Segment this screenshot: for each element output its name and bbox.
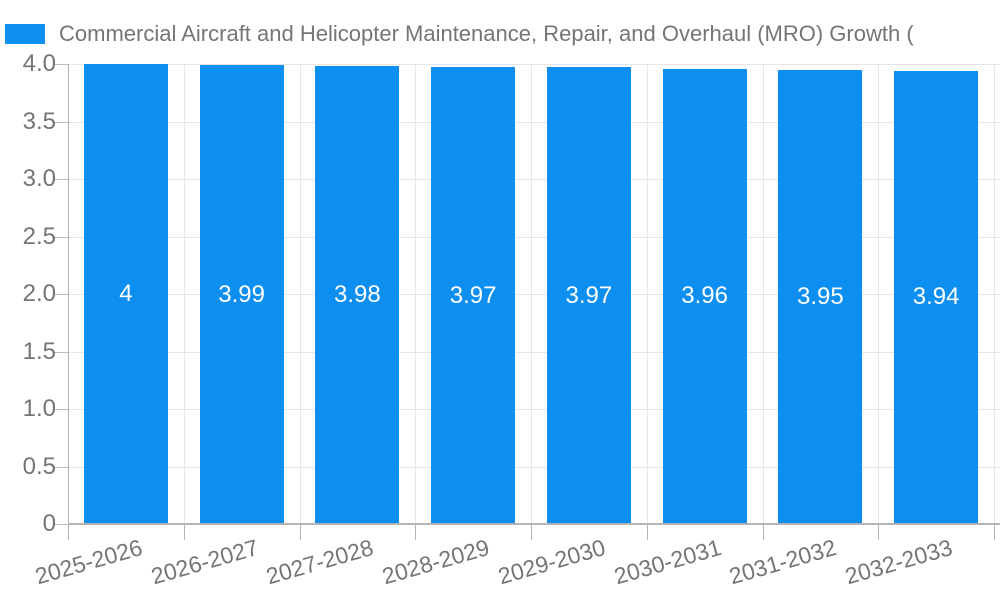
y-axis-line bbox=[68, 64, 69, 524]
x-gridline bbox=[299, 64, 301, 524]
x-gridline bbox=[183, 64, 185, 524]
x-axis-line bbox=[68, 523, 1000, 525]
bar-value-label: 3.96 bbox=[681, 282, 728, 310]
y-gridline bbox=[68, 64, 1000, 65]
y-gridline bbox=[68, 294, 1000, 295]
bar-value-label: 3.99 bbox=[218, 280, 265, 308]
x-gridline bbox=[646, 64, 648, 524]
bar-value-label: 3.97 bbox=[449, 281, 497, 309]
x-tick bbox=[646, 524, 648, 540]
legend-swatch bbox=[5, 24, 45, 44]
x-category-label: 2031-2032 bbox=[726, 534, 840, 590]
y-tick-label: 1.0 bbox=[22, 395, 56, 422]
x-category-label: 2025-2026 bbox=[32, 534, 146, 590]
bar-value-label: 3.97 bbox=[565, 281, 613, 309]
bar bbox=[662, 68, 747, 524]
x-tick bbox=[878, 524, 880, 540]
y-gridline bbox=[68, 179, 1000, 180]
x-category-label: 2032-2033 bbox=[842, 534, 956, 590]
y-tick-label: 4.0 bbox=[22, 50, 56, 77]
x-category-label: 2028-2029 bbox=[379, 534, 493, 590]
y-tick bbox=[53, 351, 68, 353]
y-gridline bbox=[68, 409, 1000, 410]
y-tick-label: 2.5 bbox=[22, 222, 56, 250]
bar bbox=[83, 64, 168, 524]
y-gridline bbox=[68, 236, 1000, 238]
x-gridline bbox=[878, 64, 880, 524]
x-gridline bbox=[531, 64, 532, 524]
bar-value-label: 3.94 bbox=[912, 283, 960, 311]
y-tick-label: 1.5 bbox=[22, 337, 56, 365]
y-tick-label: 3.5 bbox=[22, 107, 56, 135]
bar-value-label: 4 bbox=[119, 280, 133, 307]
bar bbox=[199, 65, 284, 524]
x-category-label: 2030-2031 bbox=[610, 534, 724, 590]
y-tick bbox=[53, 121, 68, 123]
bar bbox=[431, 67, 516, 524]
x-tick bbox=[299, 524, 301, 540]
legend-label: Commercial Aircraft and Helicopter Maint… bbox=[59, 21, 914, 46]
y-tick-label: 3.0 bbox=[22, 165, 56, 192]
x-category-label: 2029-2030 bbox=[495, 534, 609, 590]
y-tick-label: 0 bbox=[42, 510, 56, 537]
x-category-label: 2027-2028 bbox=[263, 534, 377, 590]
y-tick bbox=[53, 466, 68, 468]
y-tick-label: 2.0 bbox=[22, 280, 56, 307]
y-tick-label: 0.5 bbox=[22, 452, 56, 480]
y-tick bbox=[53, 409, 68, 410]
bar-value-label: 3.95 bbox=[797, 282, 844, 310]
y-tick bbox=[53, 294, 68, 295]
chart-legend: Commercial Aircraft and Helicopter Maint… bbox=[5, 20, 1000, 48]
x-tick bbox=[994, 524, 995, 540]
bar bbox=[894, 70, 979, 524]
x-tick bbox=[415, 524, 417, 540]
x-gridline bbox=[762, 64, 764, 524]
x-category-label: 2026-2027 bbox=[147, 534, 261, 590]
bar bbox=[546, 67, 631, 524]
x-tick bbox=[762, 524, 764, 540]
y-tick bbox=[53, 236, 68, 238]
y-tick bbox=[53, 179, 68, 180]
y-tick bbox=[53, 64, 68, 65]
bar bbox=[315, 66, 400, 524]
y-gridline bbox=[68, 351, 1000, 353]
bar-value-label: 3.98 bbox=[334, 281, 381, 309]
y-gridline bbox=[68, 121, 1000, 123]
x-tick bbox=[68, 524, 69, 540]
x-gridline bbox=[415, 64, 417, 524]
x-tick bbox=[531, 524, 532, 540]
y-tick bbox=[53, 524, 68, 525]
x-tick bbox=[183, 524, 185, 540]
y-gridline bbox=[68, 466, 1000, 468]
bar bbox=[778, 69, 863, 524]
x-gridline bbox=[994, 64, 995, 524]
